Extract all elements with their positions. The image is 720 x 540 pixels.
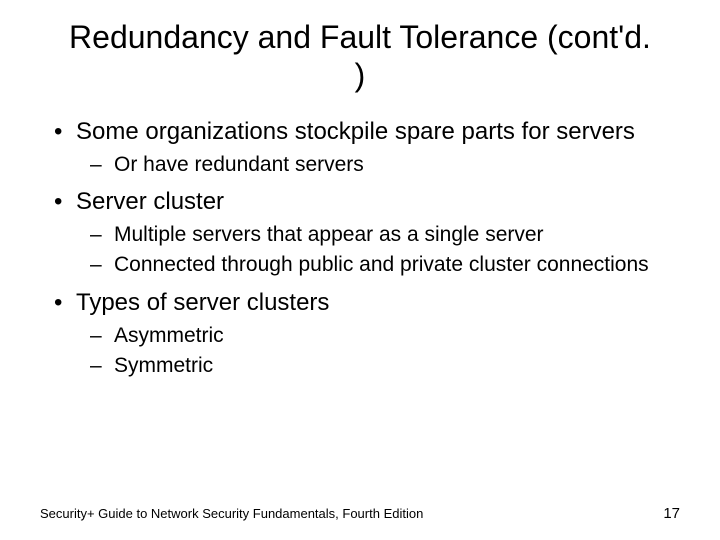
dash-marker: – xyxy=(90,322,114,349)
bullet-text: Or have redundant servers xyxy=(114,151,680,178)
bullet-marker: • xyxy=(48,117,76,147)
bullet-text: Multiple servers that appear as a single… xyxy=(114,221,680,248)
bullet-level1: • Some organizations stockpile spare par… xyxy=(48,117,680,147)
slide: Redundancy and Fault Tolerance (cont'd. … xyxy=(0,0,720,540)
slide-footer: Security+ Guide to Network Security Fund… xyxy=(40,505,680,522)
bullet-text: Some organizations stockpile spare parts… xyxy=(76,117,680,147)
bullet-marker: • xyxy=(48,187,76,217)
dash-marker: – xyxy=(90,221,114,248)
bullet-text: Server cluster xyxy=(76,187,680,217)
bullet-level1: • Server cluster xyxy=(48,187,680,217)
footer-source: Security+ Guide to Network Security Fund… xyxy=(40,506,423,521)
bullet-level2: – Or have redundant servers xyxy=(48,151,680,178)
bullet-level2: – Connected through public and private c… xyxy=(48,251,680,278)
slide-content: • Some organizations stockpile spare par… xyxy=(40,117,680,379)
dash-marker: – xyxy=(90,251,114,278)
bullet-level2: – Asymmetric xyxy=(48,322,680,349)
dash-marker: – xyxy=(90,151,114,178)
bullet-marker: • xyxy=(48,288,76,318)
bullet-text: Asymmetric xyxy=(114,322,680,349)
bullet-text: Types of server clusters xyxy=(76,288,680,318)
bullet-level2: – Multiple servers that appear as a sing… xyxy=(48,221,680,248)
bullet-text: Symmetric xyxy=(114,352,680,379)
bullet-text: Connected through public and private clu… xyxy=(114,251,680,278)
dash-marker: – xyxy=(90,352,114,379)
slide-title: Redundancy and Fault Tolerance (cont'd. … xyxy=(40,18,680,95)
page-number: 17 xyxy=(663,505,680,522)
bullet-level2: – Symmetric xyxy=(48,352,680,379)
bullet-level1: • Types of server clusters xyxy=(48,288,680,318)
